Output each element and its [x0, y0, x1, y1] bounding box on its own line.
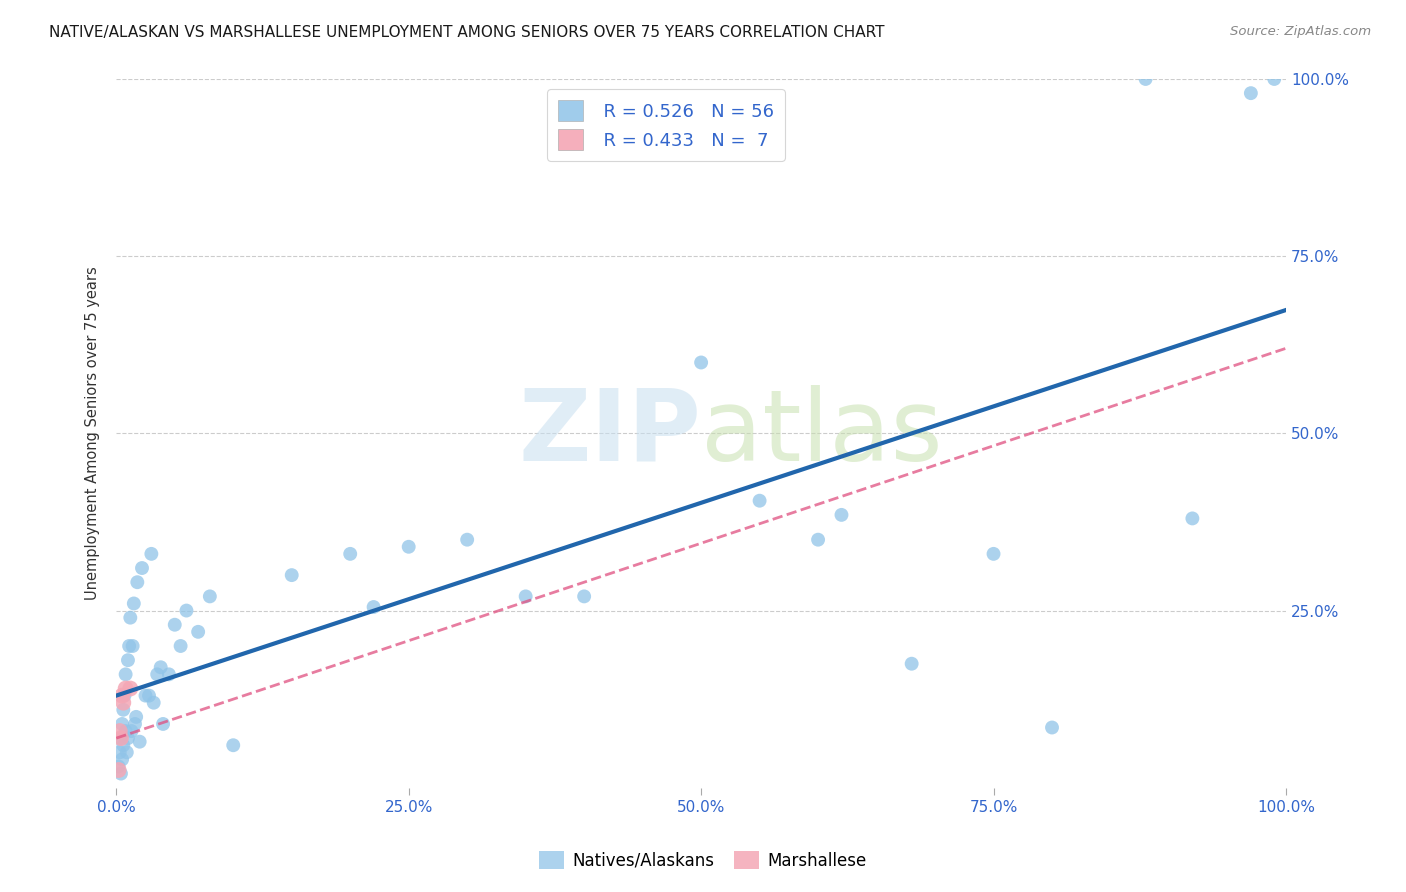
- Point: [152, 717, 174, 731]
- Point: [111, 689, 134, 703]
- Point: [141, 547, 163, 561]
- Point: [111, 717, 134, 731]
- Point: [124, 717, 146, 731]
- Point: [114, 724, 136, 739]
- Point: [110, 766, 132, 780]
- Point: [280, 568, 302, 582]
- Text: NATIVE/ALASKAN VS MARSHALLESE UNEMPLOYMENT AMONG SENIORS OVER 75 YEARS CORRELATI: NATIVE/ALASKAN VS MARSHALLESE UNEMPLOYME…: [49, 25, 884, 40]
- Point: [149, 660, 172, 674]
- Y-axis label: Unemployment Among Seniors over 75 years: Unemployment Among Seniors over 75 years: [86, 267, 100, 600]
- Point: [122, 597, 145, 611]
- Text: atlas: atlas: [702, 384, 943, 482]
- Point: [108, 724, 131, 739]
- Point: [114, 681, 136, 696]
- Point: [121, 724, 143, 739]
- Point: [830, 508, 852, 522]
- Point: [112, 696, 135, 710]
- Point: [117, 731, 139, 746]
- Point: [515, 590, 537, 604]
- Point: [163, 617, 186, 632]
- Point: [110, 731, 132, 746]
- Legend: Natives/Alaskans, Marshallese: Natives/Alaskans, Marshallese: [533, 845, 873, 877]
- Point: [1040, 721, 1063, 735]
- Text: ZIP: ZIP: [519, 384, 702, 482]
- Point: [107, 759, 129, 773]
- Point: [120, 681, 142, 696]
- Point: [134, 689, 156, 703]
- Point: [398, 540, 420, 554]
- Point: [1135, 72, 1157, 87]
- Point: [1240, 86, 1263, 100]
- Point: [142, 696, 165, 710]
- Point: [1181, 511, 1204, 525]
- Point: [572, 590, 595, 604]
- Point: [138, 689, 160, 703]
- Point: [900, 657, 922, 671]
- Point: [748, 493, 770, 508]
- Point: [121, 639, 143, 653]
- Point: [146, 667, 169, 681]
- Point: [107, 763, 129, 777]
- Point: [198, 590, 221, 604]
- Point: [114, 689, 136, 703]
- Point: [131, 561, 153, 575]
- Point: [114, 667, 136, 681]
- Point: [111, 752, 134, 766]
- Point: [118, 639, 141, 653]
- Point: [115, 745, 138, 759]
- Point: [456, 533, 478, 547]
- Point: [690, 355, 713, 369]
- Point: [110, 731, 132, 746]
- Legend:   R = 0.526   N = 56,   R = 0.433   N =  7: R = 0.526 N = 56, R = 0.433 N = 7: [547, 89, 785, 161]
- Point: [117, 653, 139, 667]
- Point: [1263, 72, 1285, 87]
- Point: [125, 710, 148, 724]
- Point: [807, 533, 830, 547]
- Point: [112, 703, 135, 717]
- Point: [112, 738, 135, 752]
- Point: [363, 600, 385, 615]
- Point: [157, 667, 180, 681]
- Point: [222, 738, 245, 752]
- Point: [169, 639, 191, 653]
- Text: Source: ZipAtlas.com: Source: ZipAtlas.com: [1230, 25, 1371, 38]
- Point: [128, 734, 150, 748]
- Point: [120, 610, 142, 624]
- Point: [176, 603, 198, 617]
- Point: [127, 575, 149, 590]
- Point: [983, 547, 1005, 561]
- Point: [108, 745, 131, 759]
- Point: [339, 547, 361, 561]
- Point: [187, 624, 209, 639]
